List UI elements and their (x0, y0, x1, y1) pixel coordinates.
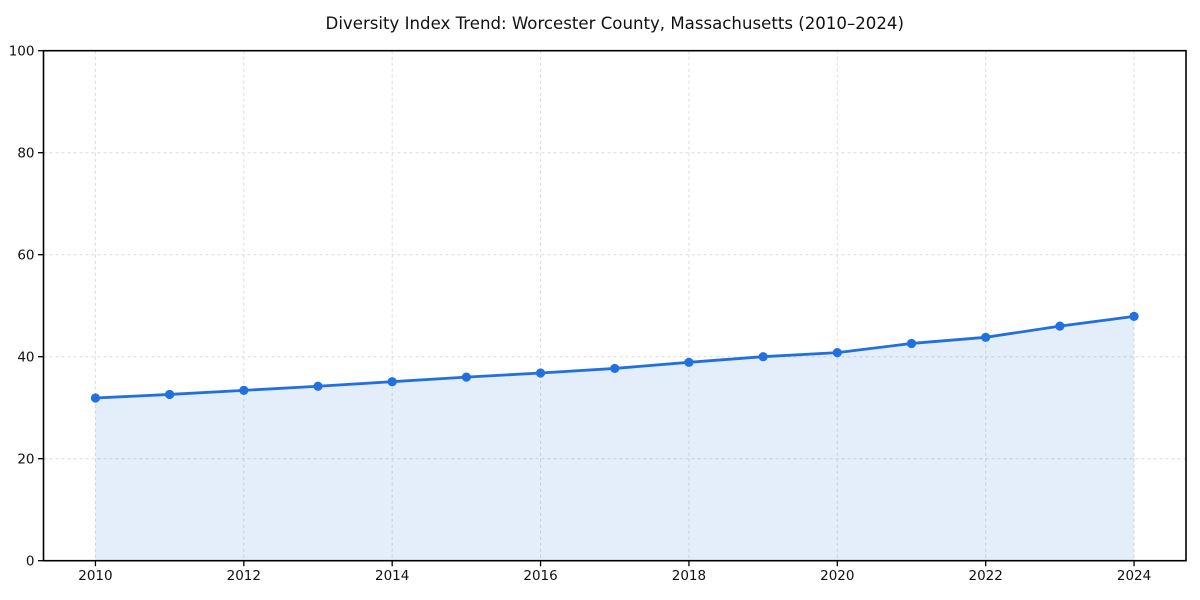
data-point-marker (313, 381, 323, 391)
x-tick-label: 2014 (375, 568, 409, 584)
y-tick-label: 100 (9, 44, 35, 60)
data-point-marker (461, 372, 471, 382)
data-point-marker (165, 389, 175, 400)
axis-layer: 2010 2012 2014 2016 2018 2020 2022 2024 0 20 40 60 8… (9, 44, 1187, 584)
y-tick-label: 0 (26, 554, 35, 570)
data-point-marker (981, 332, 991, 342)
data-point-marker (387, 377, 397, 387)
data-point-marker (535, 368, 546, 378)
data-point-marker (1055, 321, 1065, 331)
y-tick-label: 80 (17, 146, 34, 162)
data-point-marker (239, 385, 249, 395)
data-point-marker (906, 338, 917, 349)
x-tick-label: 2018 (672, 568, 706, 584)
plot-border (42, 49, 1187, 562)
x-tick-label: 2012 (227, 568, 261, 584)
x-tick-label: 2016 (523, 568, 557, 584)
x-tick-label: 2022 (969, 568, 1003, 584)
x-tick-label: 2024 (1117, 568, 1151, 584)
area-fill (95, 316, 1135, 561)
x-tick-label: 2010 (78, 568, 112, 584)
data-point-marker (684, 357, 694, 367)
x-tick-label: 2020 (820, 568, 854, 584)
y-tick-label: 60 (17, 248, 34, 264)
data-point-marker (610, 363, 620, 374)
data-point-marker (1129, 311, 1139, 322)
y-tick-label: 40 (17, 350, 34, 366)
chart-title: Diversity Index Trend: Worcester County,… (326, 14, 904, 33)
data-point-marker (758, 352, 768, 362)
y-tick-label: 20 (17, 452, 34, 468)
data-layer (90, 311, 1139, 561)
data-point-marker (90, 393, 101, 403)
data-point-marker (832, 348, 842, 358)
